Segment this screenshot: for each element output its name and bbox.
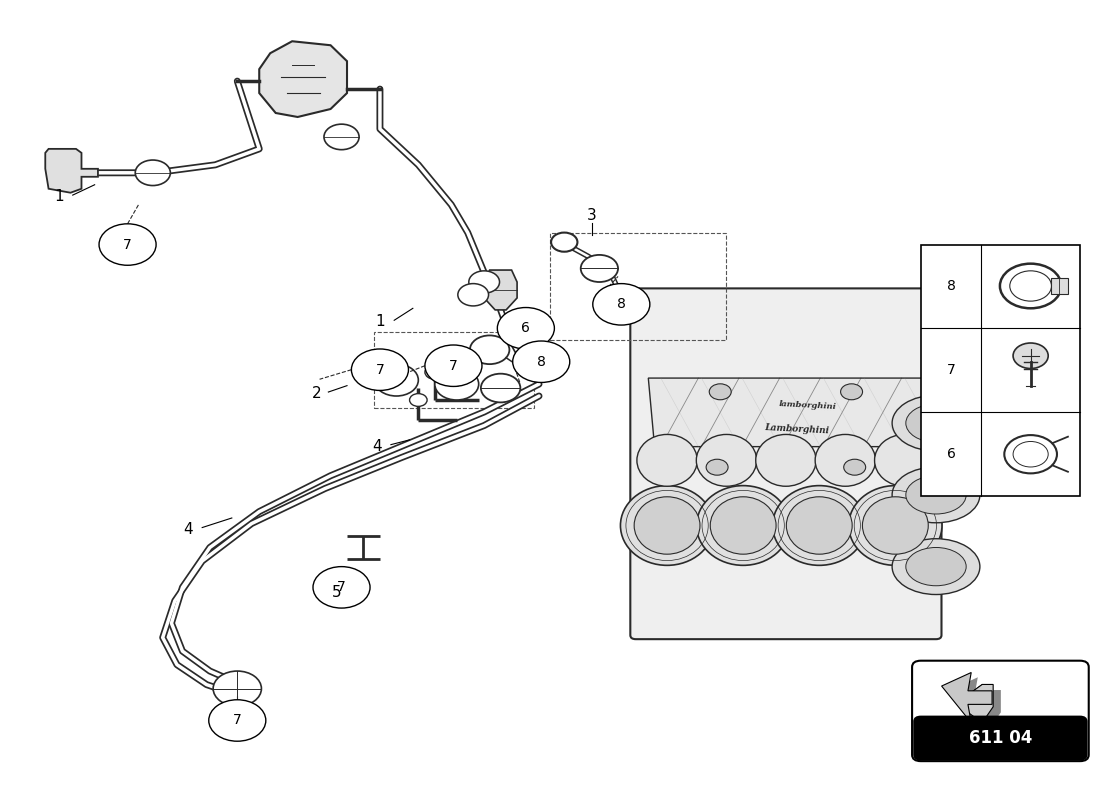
Ellipse shape (874, 434, 935, 486)
Text: 611 04: 611 04 (969, 729, 1032, 747)
Circle shape (513, 341, 570, 382)
Circle shape (393, 378, 399, 382)
Ellipse shape (772, 486, 866, 566)
Ellipse shape (711, 497, 777, 554)
FancyBboxPatch shape (914, 717, 1087, 759)
Polygon shape (484, 270, 517, 310)
Circle shape (1013, 343, 1048, 369)
Circle shape (324, 124, 359, 150)
Text: lamborghini: lamborghini (779, 400, 837, 411)
Ellipse shape (620, 486, 714, 566)
Circle shape (470, 335, 509, 364)
Circle shape (425, 345, 482, 386)
Ellipse shape (905, 404, 966, 442)
Circle shape (551, 233, 578, 252)
Polygon shape (260, 42, 346, 117)
Ellipse shape (892, 467, 980, 522)
Bar (921, 245, 1080, 496)
Text: 6: 6 (947, 447, 956, 462)
Text: 6: 6 (521, 322, 530, 335)
Ellipse shape (696, 486, 790, 566)
Text: Lamborghini: Lamborghini (764, 423, 829, 436)
Text: 4: 4 (372, 438, 382, 454)
Circle shape (469, 271, 499, 293)
Ellipse shape (905, 547, 966, 586)
Polygon shape (45, 149, 98, 193)
Circle shape (453, 382, 460, 386)
Text: 1: 1 (55, 190, 65, 204)
Circle shape (434, 368, 478, 400)
Ellipse shape (849, 486, 942, 566)
Circle shape (706, 459, 728, 475)
Text: 3: 3 (586, 207, 596, 222)
Circle shape (1010, 271, 1052, 301)
Text: 7: 7 (947, 363, 956, 377)
Circle shape (409, 394, 427, 406)
Circle shape (481, 374, 520, 402)
Circle shape (135, 160, 170, 186)
Polygon shape (942, 673, 992, 722)
Ellipse shape (892, 538, 980, 594)
Ellipse shape (862, 497, 928, 554)
Polygon shape (960, 685, 989, 704)
Circle shape (581, 255, 618, 282)
Text: 8: 8 (537, 354, 546, 369)
Ellipse shape (892, 395, 980, 451)
Polygon shape (948, 678, 999, 727)
Circle shape (1000, 264, 1062, 308)
Text: 7: 7 (375, 362, 384, 377)
Text: 7: 7 (449, 358, 458, 373)
Circle shape (314, 566, 370, 608)
Circle shape (844, 459, 866, 475)
Ellipse shape (635, 497, 700, 554)
Polygon shape (646, 320, 936, 368)
Text: 4: 4 (183, 522, 192, 537)
Circle shape (1004, 435, 1057, 474)
Text: 2: 2 (311, 386, 321, 401)
Text: 7: 7 (233, 714, 242, 727)
FancyBboxPatch shape (630, 288, 942, 639)
Ellipse shape (696, 434, 757, 486)
Circle shape (99, 224, 156, 266)
Circle shape (458, 284, 488, 306)
Polygon shape (1052, 278, 1068, 294)
Text: 1: 1 (375, 314, 385, 330)
Circle shape (425, 365, 444, 379)
Polygon shape (960, 685, 993, 722)
Ellipse shape (786, 497, 852, 554)
Text: 7: 7 (123, 238, 132, 251)
Circle shape (840, 384, 862, 400)
Text: 5: 5 (332, 586, 342, 601)
Circle shape (1013, 442, 1048, 467)
Text: 8: 8 (947, 279, 956, 293)
Ellipse shape (815, 434, 876, 486)
Ellipse shape (637, 434, 697, 486)
Bar (550, 233, 726, 340)
Circle shape (593, 284, 650, 325)
FancyBboxPatch shape (912, 661, 1089, 761)
Circle shape (710, 384, 732, 400)
Polygon shape (648, 378, 924, 446)
Circle shape (351, 349, 408, 390)
Ellipse shape (905, 476, 966, 514)
Circle shape (497, 307, 554, 349)
Circle shape (374, 364, 418, 396)
Bar (921, 722, 1080, 754)
Text: 8: 8 (617, 298, 626, 311)
Text: 7: 7 (338, 580, 345, 594)
Circle shape (213, 671, 262, 706)
Polygon shape (968, 690, 1001, 728)
Ellipse shape (756, 434, 816, 486)
Bar (374, 332, 534, 408)
Circle shape (209, 700, 266, 742)
